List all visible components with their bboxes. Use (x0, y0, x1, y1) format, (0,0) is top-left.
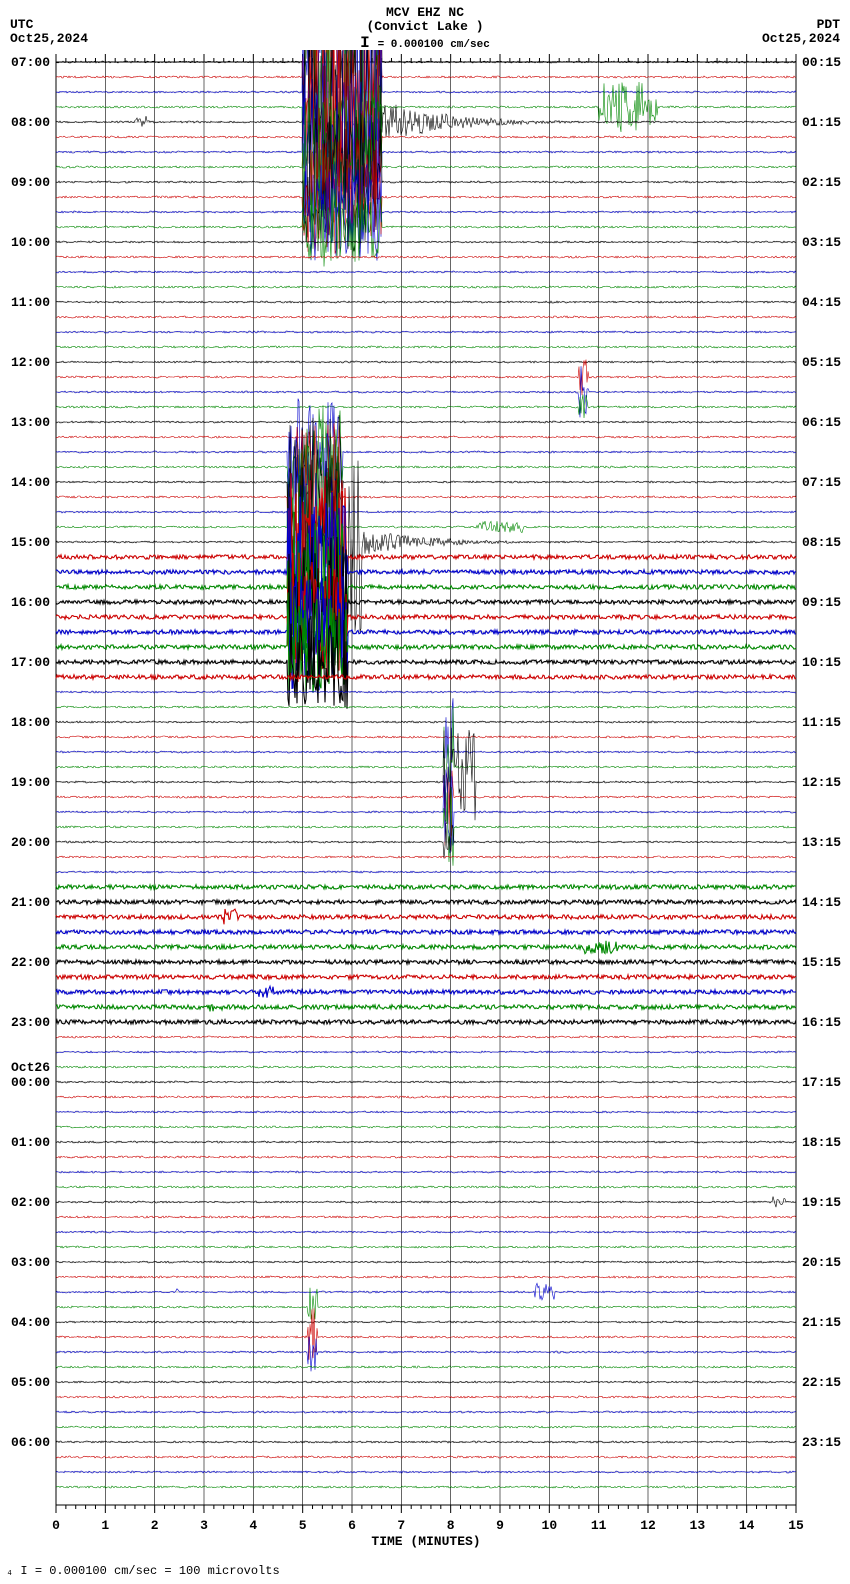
svg-text:1: 1 (101, 1518, 109, 1533)
station-code: MCV EHZ NC (386, 5, 464, 20)
svg-text:03:15: 03:15 (802, 235, 841, 250)
header: MCV EHZ NC (Convict Lake ) I = 0.000100 … (0, 0, 850, 52)
svg-text:01:15: 01:15 (802, 115, 841, 130)
svg-text:14:15: 14:15 (802, 895, 841, 910)
svg-text:22:15: 22:15 (802, 1375, 841, 1390)
svg-text:9: 9 (496, 1518, 504, 1533)
svg-text:3: 3 (200, 1518, 208, 1533)
svg-text:09:00: 09:00 (11, 175, 50, 190)
left-date: Oct25,2024 (10, 31, 88, 46)
svg-text:02:15: 02:15 (802, 175, 841, 190)
svg-text:02:00: 02:00 (11, 1195, 50, 1210)
svg-text:17:00: 17:00 (11, 655, 50, 670)
svg-text:14:00: 14:00 (11, 475, 50, 490)
svg-text:22:00: 22:00 (11, 955, 50, 970)
footer-text: = 0.000100 cm/sec = 100 microvolts (35, 1564, 280, 1578)
svg-text:7: 7 (397, 1518, 405, 1533)
svg-text:23:00: 23:00 (11, 1015, 50, 1030)
svg-text:15:15: 15:15 (802, 955, 841, 970)
svg-text:12:00: 12:00 (11, 355, 50, 370)
svg-text:6: 6 (348, 1518, 356, 1533)
svg-text:00:00: 00:00 (11, 1075, 50, 1090)
svg-text:13:00: 13:00 (11, 415, 50, 430)
svg-text:10: 10 (542, 1518, 558, 1533)
utc-header: UTC Oct25,2024 (10, 18, 88, 47)
svg-text:03:00: 03:00 (11, 1255, 50, 1270)
footer-scale-icon: ₄ I (6, 1564, 35, 1578)
svg-text:21:00: 21:00 (11, 895, 50, 910)
seismogram-plot: 0123456789101112131415TIME (MINUTES)07:0… (0, 50, 850, 1570)
footer: ₄ I = 0.000100 cm/sec = 100 microvolts (6, 1564, 280, 1578)
pdt-header: PDT Oct25,2024 (762, 18, 840, 47)
svg-text:05:15: 05:15 (802, 355, 841, 370)
svg-text:13:15: 13:15 (802, 835, 841, 850)
scale-text: = 0.000100 cm/sec (378, 39, 490, 51)
svg-text:23:15: 23:15 (802, 1435, 841, 1450)
svg-text:10:15: 10:15 (802, 655, 841, 670)
svg-text:11:15: 11:15 (802, 715, 841, 730)
svg-text:0: 0 (52, 1518, 60, 1533)
right-tz: PDT (817, 17, 840, 32)
svg-text:08:00: 08:00 (11, 115, 50, 130)
right-date: Oct25,2024 (762, 31, 840, 46)
svg-text:07:15: 07:15 (802, 475, 841, 490)
svg-text:11:00: 11:00 (11, 295, 50, 310)
svg-text:07:00: 07:00 (11, 55, 50, 70)
station-location: (Convict Lake ) (366, 19, 483, 34)
svg-text:00:15: 00:15 (802, 55, 841, 70)
svg-text:12:15: 12:15 (802, 775, 841, 790)
svg-text:21:15: 21:15 (802, 1315, 841, 1330)
svg-text:15: 15 (788, 1518, 804, 1533)
svg-text:TIME (MINUTES): TIME (MINUTES) (371, 1534, 480, 1549)
svg-text:4: 4 (249, 1518, 257, 1533)
svg-text:5: 5 (299, 1518, 307, 1533)
svg-text:06:15: 06:15 (802, 415, 841, 430)
svg-text:12: 12 (640, 1518, 656, 1533)
svg-text:09:15: 09:15 (802, 595, 841, 610)
svg-text:16:15: 16:15 (802, 1015, 841, 1030)
svg-text:05:00: 05:00 (11, 1375, 50, 1390)
svg-text:06:00: 06:00 (11, 1435, 50, 1450)
left-tz: UTC (10, 17, 33, 32)
svg-text:20:15: 20:15 (802, 1255, 841, 1270)
svg-text:11: 11 (591, 1518, 607, 1533)
svg-text:04:00: 04:00 (11, 1315, 50, 1330)
svg-text:18:00: 18:00 (11, 715, 50, 730)
svg-text:19:15: 19:15 (802, 1195, 841, 1210)
scale-bar-icon: I (360, 34, 370, 52)
svg-text:2: 2 (151, 1518, 159, 1533)
svg-text:10:00: 10:00 (11, 235, 50, 250)
svg-text:04:15: 04:15 (802, 295, 841, 310)
svg-text:17:15: 17:15 (802, 1075, 841, 1090)
svg-text:13: 13 (690, 1518, 706, 1533)
svg-text:19:00: 19:00 (11, 775, 50, 790)
svg-text:08:15: 08:15 (802, 535, 841, 550)
svg-text:20:00: 20:00 (11, 835, 50, 850)
svg-text:Oct26: Oct26 (11, 1060, 50, 1075)
svg-text:8: 8 (447, 1518, 455, 1533)
svg-text:01:00: 01:00 (11, 1135, 50, 1150)
svg-text:16:00: 16:00 (11, 595, 50, 610)
svg-text:15:00: 15:00 (11, 535, 50, 550)
seismogram-container: UTC Oct25,2024 PDT Oct25,2024 MCV EHZ NC… (0, 0, 850, 1584)
svg-text:18:15: 18:15 (802, 1135, 841, 1150)
svg-text:14: 14 (739, 1518, 755, 1533)
